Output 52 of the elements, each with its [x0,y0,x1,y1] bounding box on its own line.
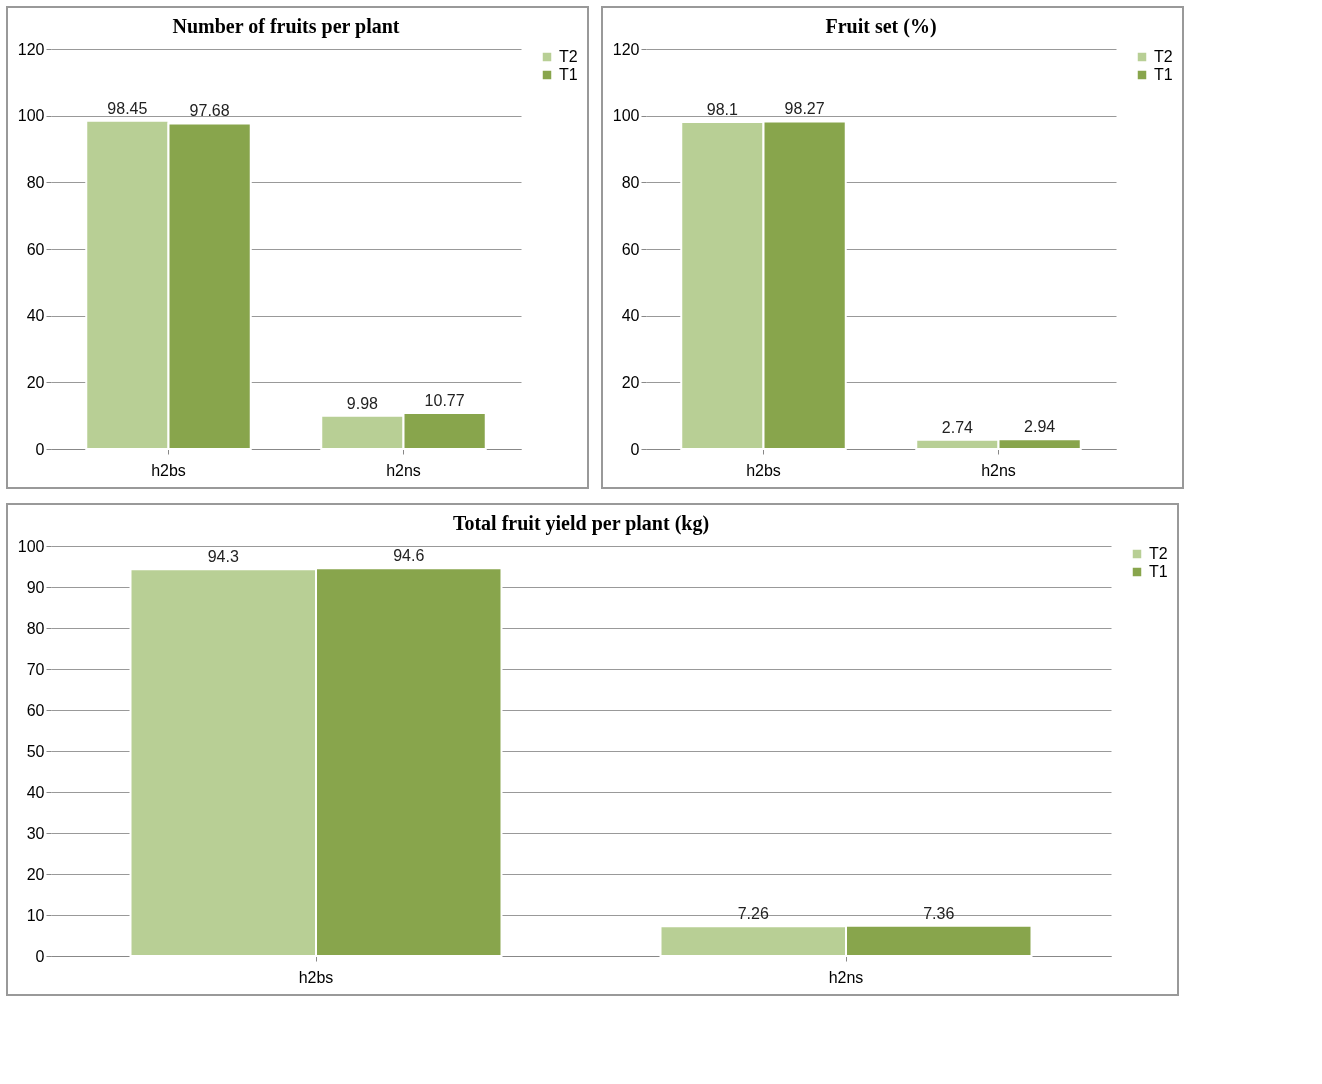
y-tick-label: 80 [621,173,640,191]
chart-title: Total fruit yield per plant (kg) [452,512,710,535]
legend-label: T2 [1149,545,1168,562]
y-tick-label: 120 [17,40,45,58]
y-tick-label: 20 [26,373,45,391]
y-tick-label: 0 [35,440,45,458]
chart-title: Number of fruits per plant [172,15,400,38]
y-tick-label: 60 [26,701,45,719]
data-label: 98.27 [784,100,825,118]
legend-label: T1 [559,66,578,83]
y-tick-label: 120 [612,40,640,58]
y-tick-label: 0 [35,947,45,965]
data-label: 10.77 [424,392,465,410]
data-label: 9.98 [346,394,379,412]
x-tick-label: h2bs [151,461,186,479]
data-label: 7.36 [923,904,955,922]
data-label: 98.1 [706,101,739,118]
data-label: 2.74 [941,418,974,436]
legend-label: T2 [559,48,578,65]
x-tick-label: h2ns [981,461,1016,479]
y-tick-label: 40 [26,783,45,801]
x-tick-label: h2ns [386,461,421,479]
x-tick-label: h2bs [298,968,334,986]
x-tick-label: h2bs [746,461,781,479]
y-tick-label: 100 [17,107,45,125]
y-tick-label: 100 [612,107,640,125]
data-label: 2.94 [1024,418,1056,436]
legend-label: T1 [1154,66,1173,83]
data-label: 94.6 [393,547,425,565]
data-label: 7.26 [737,905,769,923]
chart-title: Fruit set (%) [825,15,937,38]
data-label: 97.68 [189,102,230,120]
y-tick-label: 20 [621,373,640,391]
y-tick-label: 90 [26,578,45,596]
y-tick-label: 100 [17,537,45,555]
data-label: 94.3 [207,548,239,566]
y-tick-label: 50 [26,742,45,760]
y-tick-label: 20 [26,865,45,883]
y-tick-label: 70 [26,660,45,678]
x-tick-label: h2ns [828,968,864,986]
y-tick-label: 40 [26,307,45,325]
y-tick-label: 10 [26,906,45,924]
y-tick-label: 30 [26,824,45,842]
data-label: 98.45 [107,99,148,117]
y-tick-label: 60 [621,240,640,258]
y-tick-label: 0 [630,440,640,458]
legend-label: T1 [1149,563,1168,580]
legend-label: T2 [1154,48,1173,65]
y-tick-label: 40 [621,307,640,325]
y-tick-label: 80 [26,173,45,191]
y-tick-label: 80 [26,619,45,637]
y-tick-label: 60 [26,240,45,258]
